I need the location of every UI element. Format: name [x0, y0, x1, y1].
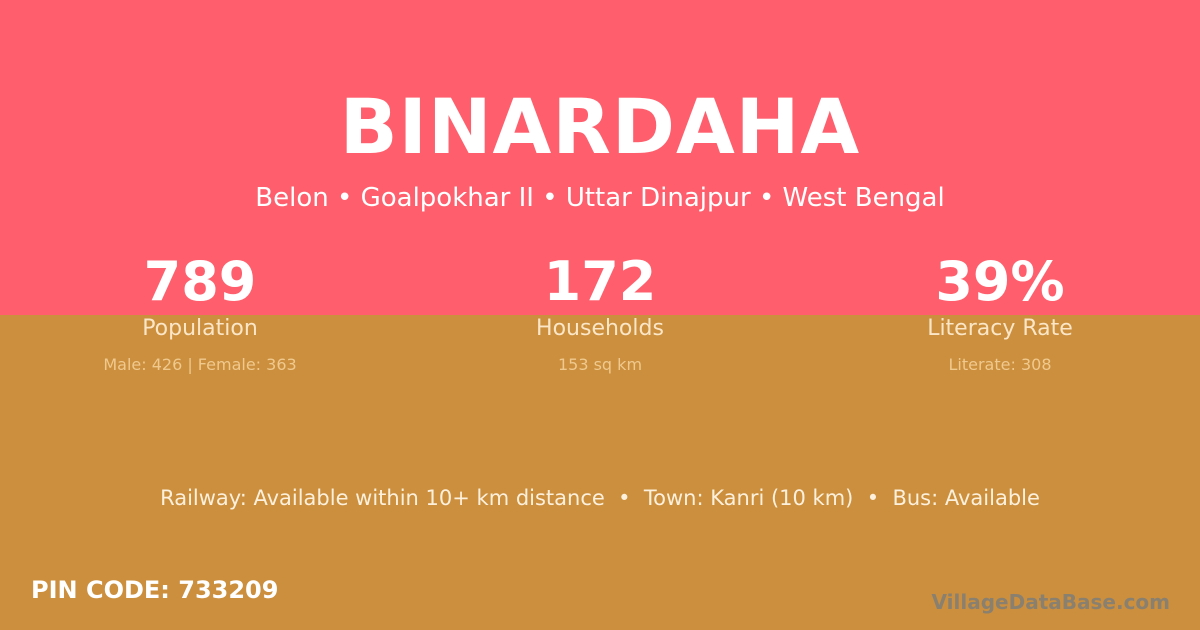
stat-value: 172 — [543, 250, 657, 313]
stat-detail: 153 sq km — [557, 355, 643, 374]
village-hierarchy: Belon • Goalpokhar II • Uttar Dinajpur •… — [255, 183, 945, 213]
stat-detail: Male: 426 | Female: 363 — [103, 355, 297, 374]
stat-detail: Literate: 308 — [948, 355, 1052, 374]
footer-band — [0, 315, 1200, 630]
brand-watermark: VillageDataBase.com — [931, 590, 1170, 614]
pin-code: PIN CODE: 733209 — [31, 576, 279, 604]
connectivity-info: Railway: Available within 10+ km distanc… — [160, 486, 1040, 510]
stat-value: 789 — [143, 250, 257, 313]
stat-label: Population — [142, 316, 258, 341]
stat-label: Households — [536, 316, 664, 341]
header-band — [0, 0, 1200, 315]
stat-value: 39% — [935, 250, 1065, 313]
stat-label: Literacy Rate — [927, 316, 1073, 341]
village-name: BINARDAHA — [339, 82, 861, 171]
